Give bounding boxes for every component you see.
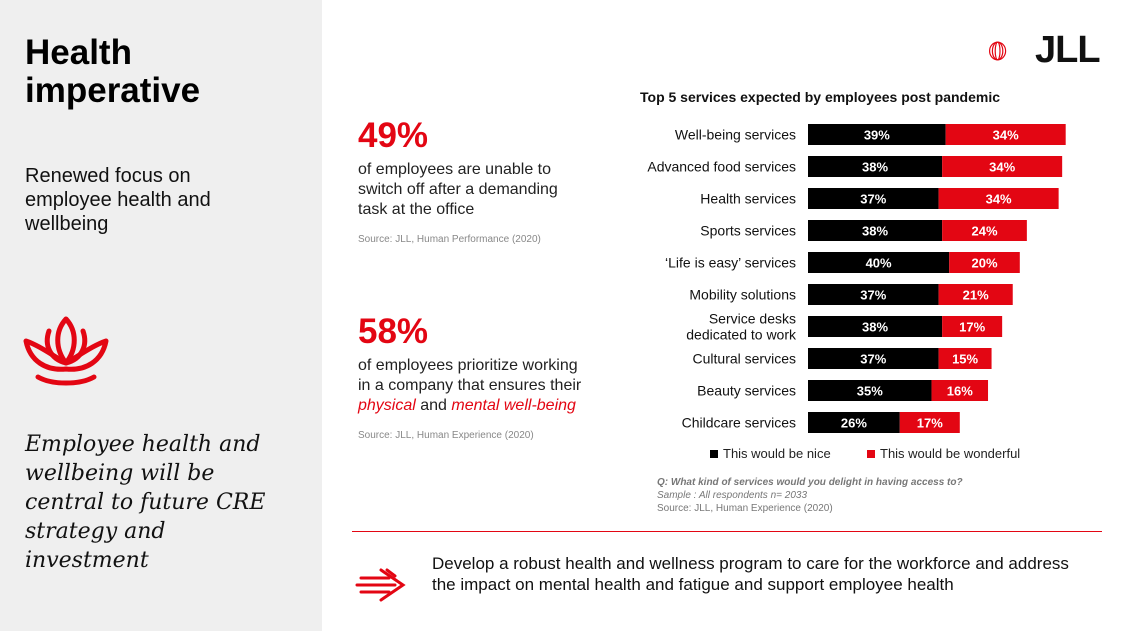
legend-label: This would be wonderful	[880, 446, 1021, 461]
category-label: Well-being services	[675, 127, 796, 143]
bar-nice	[808, 124, 946, 145]
data-label: 24%	[971, 224, 997, 239]
bar-nice	[808, 316, 943, 337]
bar-wonderful	[945, 124, 1066, 145]
stat-percentage: 49%	[358, 116, 429, 155]
jll-logo-text: JLL	[1035, 29, 1101, 71]
bar-nice	[808, 188, 939, 209]
data-label: 20%	[971, 256, 997, 271]
category-label: Beauty services	[697, 383, 796, 399]
legend-label: This would be nice	[723, 446, 831, 461]
stat-source: Source: JLL, Human Experience (2020)	[358, 430, 534, 441]
data-label: 38%	[862, 160, 888, 175]
data-label: 16%	[947, 384, 973, 399]
data-label: 34%	[989, 160, 1015, 175]
bar-nice	[808, 156, 943, 177]
legend-item-nice: This would be nice	[710, 446, 831, 461]
data-label: 21%	[963, 288, 989, 303]
subtitle: Renewed focus on employee health and wel…	[25, 165, 211, 235]
stat-percentage: 58%	[358, 312, 429, 351]
category-label: Service desks dedicated to work	[686, 311, 797, 343]
bar-nice	[808, 380, 932, 401]
bar-wonderful	[938, 284, 1013, 305]
stat-source: Source: JLL, Human Performance (2020)	[358, 234, 541, 245]
jll-logo-icon	[989, 41, 1007, 61]
data-label: 37%	[860, 192, 886, 207]
action-text: Develop a robust health and wellness pro…	[432, 554, 1069, 594]
bar-wonderful	[931, 380, 989, 401]
data-label: 35%	[857, 384, 883, 399]
data-label: 38%	[862, 224, 888, 239]
arrow-right-icon	[355, 568, 406, 602]
category-label: Advanced food services	[647, 159, 796, 175]
bar-wonderful	[942, 156, 1063, 177]
stat-text-emphasis: mental well-being	[451, 397, 576, 414]
bar-wonderful	[942, 316, 1003, 337]
page-title: Health imperative	[25, 33, 201, 110]
stat-text-emphasis: physical	[358, 397, 416, 414]
legend-swatch	[710, 449, 718, 458]
category-label: Childcare services	[682, 415, 796, 431]
data-label: 26%	[841, 416, 867, 431]
bar-nice	[808, 412, 900, 433]
category-label: Sports services	[700, 223, 796, 239]
category-label: ‘Life is easy’ services	[665, 255, 796, 271]
stat-text-start: of employees prioritize working in a com…	[358, 357, 582, 394]
survey-sample: Sample : All respondents n= 2033	[657, 490, 808, 501]
bar-nice	[808, 284, 939, 305]
category-label: Mobility solutions	[689, 287, 796, 303]
chart-source: Source: JLL, Human Experience (2020)	[657, 503, 833, 514]
category-label: Health services	[700, 191, 796, 207]
stat-block-1: 49% of employees are unable to switch of…	[358, 116, 588, 246]
data-label: 37%	[860, 352, 886, 367]
chart-title: Top 5 services expected by employees pos…	[640, 89, 1000, 105]
quote: Employee health and wellbeing will be ce…	[25, 432, 266, 573]
bar-nice	[808, 252, 950, 273]
data-label: 39%	[864, 128, 890, 143]
bar-wonderful	[938, 188, 1059, 209]
stat-text: of employees are unable to switch off af…	[358, 161, 558, 218]
data-label: 34%	[993, 128, 1019, 143]
data-label: 37%	[860, 288, 886, 303]
lotus-icon	[23, 316, 109, 386]
data-label: 40%	[866, 256, 892, 271]
bar-nice	[808, 220, 943, 241]
data-label: 34%	[986, 192, 1012, 207]
stat-text: of employees prioritize working in a com…	[358, 356, 588, 416]
data-label: 17%	[917, 416, 943, 431]
left-panel: Health imperative Renewed focus on emplo…	[0, 0, 322, 631]
bar-wonderful	[949, 252, 1020, 273]
data-label: 15%	[952, 352, 978, 367]
chart-notes: Q: What kind of services would you delig…	[657, 476, 963, 515]
bar-wonderful	[942, 220, 1027, 241]
bar-wonderful	[899, 412, 960, 433]
survey-question: Q: What kind of services would you delig…	[657, 477, 963, 488]
legend-swatch	[867, 449, 875, 458]
bar-wonderful	[938, 348, 992, 369]
category-label: Cultural services	[693, 351, 796, 367]
bar-nice	[808, 348, 939, 369]
stat-block-2: 58% of employees prioritize working in a…	[358, 312, 588, 442]
stat-text-mid: and	[415, 397, 452, 414]
legend-item-wonderful: This would be wonderful	[867, 446, 1020, 461]
stacked-bar-chart: Well-being services 39% 34% Advanced food s…	[647, 124, 1066, 433]
data-label: 38%	[862, 320, 888, 335]
data-label: 17%	[959, 320, 985, 335]
divider	[352, 531, 1102, 532]
